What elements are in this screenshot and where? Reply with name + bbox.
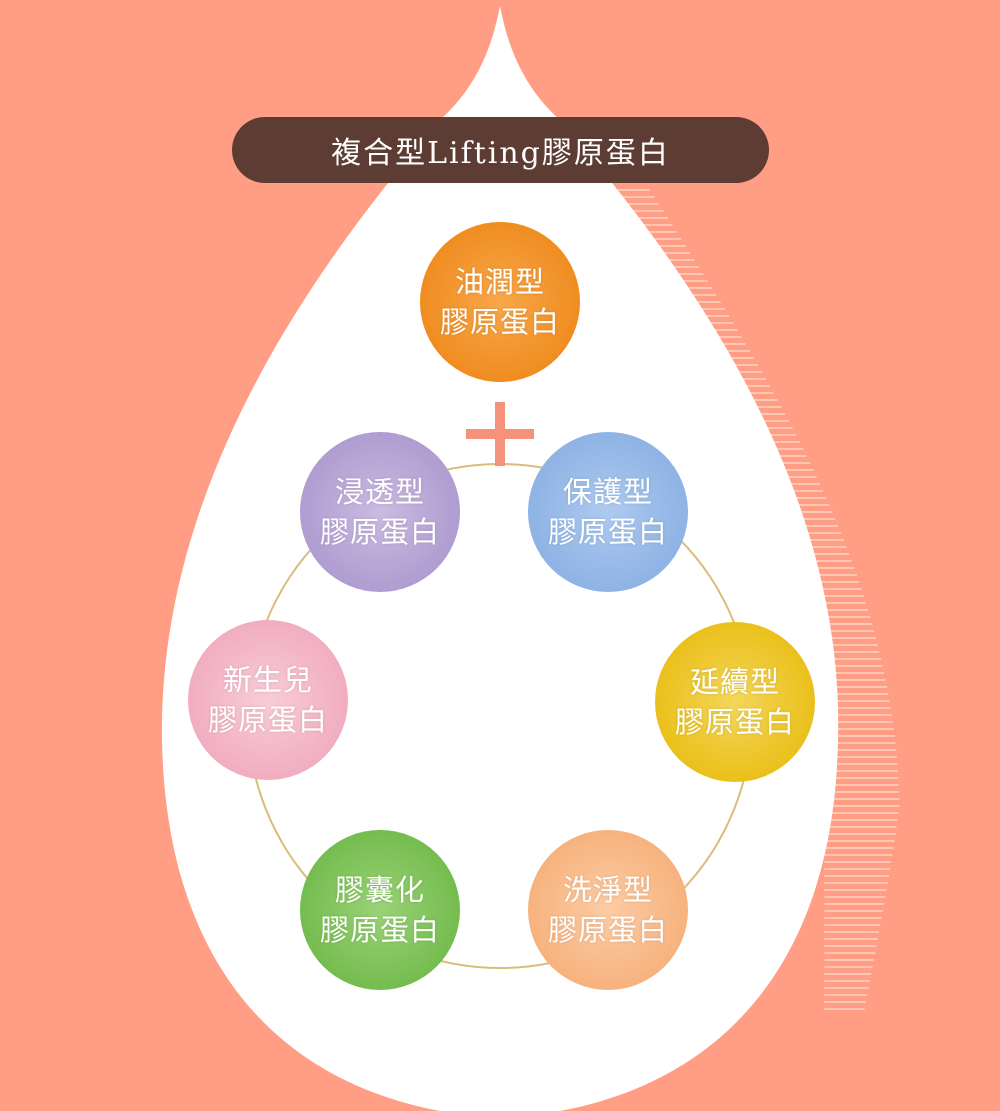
oil-moisturizing-collagen-circle: 油潤型 膠原蛋白 xyxy=(420,222,580,382)
circle-label-line2: 膠原蛋白 xyxy=(674,705,795,739)
circle-label-line2: 膠原蛋白 xyxy=(439,305,560,339)
protective-collagen-circle: 保護型 膠原蛋白 xyxy=(528,432,688,592)
circle-label-line1: 延續型 xyxy=(689,665,780,699)
circle-label-line1: 新生兒 xyxy=(222,663,313,697)
circle-label-line1: 油潤型 xyxy=(454,265,545,299)
circle-label-line1: 膠囊化 xyxy=(334,873,425,907)
circle-label-line1: 洗淨型 xyxy=(562,873,653,907)
circle-label-line2: 膠原蛋白 xyxy=(319,913,440,947)
water-drop-body xyxy=(161,6,839,1111)
title-bar: 複合型Lifting膠原蛋白 xyxy=(232,117,769,183)
circle-label-line2: 膠原蛋白 xyxy=(207,703,328,737)
circle-label-line2: 膠原蛋白 xyxy=(319,515,440,549)
circle-label-line2: 膠原蛋白 xyxy=(547,913,668,947)
page-title: 複合型Lifting膠原蛋白 xyxy=(331,136,670,171)
sustained-collagen-circle: 延續型 膠原蛋白 xyxy=(655,622,815,782)
cleansing-collagen-circle: 洗淨型 膠原蛋白 xyxy=(528,830,688,990)
circle-label-line1: 浸透型 xyxy=(334,475,425,509)
encapsulated-collagen-circle: 膠囊化 膠原蛋白 xyxy=(300,830,460,990)
plus-icon xyxy=(466,402,534,466)
circle-label-line1: 保護型 xyxy=(562,475,653,509)
newborn-collagen-circle: 新生兒 膠原蛋白 xyxy=(188,620,348,780)
circle-label-line2: 膠原蛋白 xyxy=(547,515,668,549)
penetrating-collagen-circle: 浸透型 膠原蛋白 xyxy=(300,432,460,592)
